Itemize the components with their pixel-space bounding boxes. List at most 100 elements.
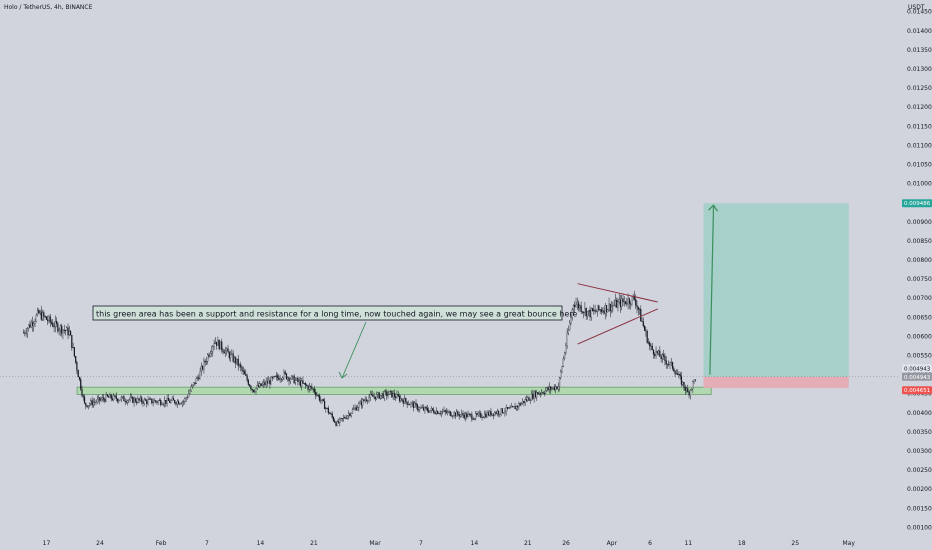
candle-body — [654, 354, 656, 356]
candle-body — [688, 391, 690, 396]
candle-body — [155, 400, 157, 402]
candle-body — [184, 398, 186, 402]
candle-body — [136, 401, 138, 403]
candle-body — [73, 347, 75, 357]
candle-body — [157, 400, 159, 403]
x-tick-label: 25 — [791, 540, 799, 547]
candle-body — [626, 303, 628, 305]
candle-body — [304, 383, 307, 386]
candle-body — [410, 402, 412, 405]
current-high-tag: 0.004943 — [904, 366, 931, 372]
candle-body — [645, 330, 647, 332]
candle-body — [285, 373, 288, 380]
candle-body — [466, 413, 468, 418]
candle-body — [172, 398, 175, 401]
candle-body — [171, 398, 173, 401]
candle-body — [231, 353, 233, 355]
candle-body — [104, 399, 106, 402]
candle-body — [588, 310, 590, 312]
candle-body — [83, 396, 86, 404]
candle-body — [644, 325, 646, 331]
candle-body — [580, 305, 582, 312]
candle-body — [562, 358, 564, 367]
candle-body — [332, 416, 335, 421]
candle-body — [69, 330, 72, 336]
candle-body — [237, 358, 239, 366]
candle-body — [143, 399, 145, 404]
candle-body — [594, 309, 596, 312]
candle-body — [362, 399, 364, 406]
candle-body — [322, 399, 324, 402]
candle-body — [456, 411, 458, 417]
candle-body — [241, 367, 243, 371]
candle-body — [78, 376, 81, 380]
candle-body — [602, 310, 604, 312]
candle-body — [177, 400, 180, 405]
candle-body — [109, 394, 111, 398]
candle-body — [481, 417, 483, 418]
candle-body — [365, 399, 368, 401]
candle-body — [57, 323, 59, 332]
chart-title: Holo / TetherUS, 4h, BINANCE — [4, 4, 93, 11]
candle-body — [193, 382, 195, 386]
candle-body — [497, 411, 500, 415]
x-tick-label: 11 — [684, 540, 692, 547]
candle-body — [279, 378, 281, 380]
candle-body — [249, 384, 251, 387]
candle-body — [162, 403, 164, 405]
candle-body — [494, 412, 496, 416]
candle-body — [339, 418, 341, 424]
candle-body — [572, 305, 575, 310]
annotation-box[interactable]: this green area has been a support and r… — [92, 305, 577, 321]
candle-body — [607, 309, 609, 313]
candle-body — [630, 303, 632, 305]
candle-body — [180, 403, 182, 405]
candle-body — [195, 378, 197, 384]
candle-body — [312, 388, 314, 390]
candle-body — [219, 341, 222, 350]
candle-body — [320, 400, 322, 402]
candle-body — [343, 417, 345, 419]
candle-body — [682, 381, 684, 385]
candle-body — [205, 361, 208, 363]
candle-body — [660, 356, 662, 360]
candle-body — [280, 378, 282, 380]
candle-body — [340, 418, 342, 420]
candle-body — [622, 298, 624, 302]
candle-body — [397, 394, 399, 397]
candle-body — [221, 341, 223, 350]
candle-body — [34, 321, 36, 324]
candle-body — [547, 387, 549, 391]
candle-body — [87, 405, 89, 408]
candle-body — [510, 406, 512, 408]
candle-body — [656, 350, 658, 354]
candle-body — [598, 305, 600, 310]
candle-body — [353, 408, 355, 410]
candle-body — [58, 329, 60, 332]
candle-body — [689, 389, 691, 396]
candle-body — [76, 362, 78, 371]
candle-body — [290, 375, 293, 380]
candle-body — [694, 379, 697, 381]
candle-body — [360, 401, 363, 406]
candle-body — [350, 413, 352, 416]
candle-body — [38, 310, 40, 314]
candle-body — [327, 407, 329, 414]
candle-body — [585, 308, 587, 317]
candle-body — [677, 373, 679, 376]
candle-body — [476, 413, 478, 415]
candle-body — [583, 311, 585, 313]
candle-body — [91, 400, 93, 406]
candle-body — [467, 413, 469, 418]
candle-body — [528, 397, 530, 401]
candle-body — [336, 421, 338, 426]
candle-body — [398, 395, 401, 401]
x-tick-label: Feb — [156, 540, 167, 547]
